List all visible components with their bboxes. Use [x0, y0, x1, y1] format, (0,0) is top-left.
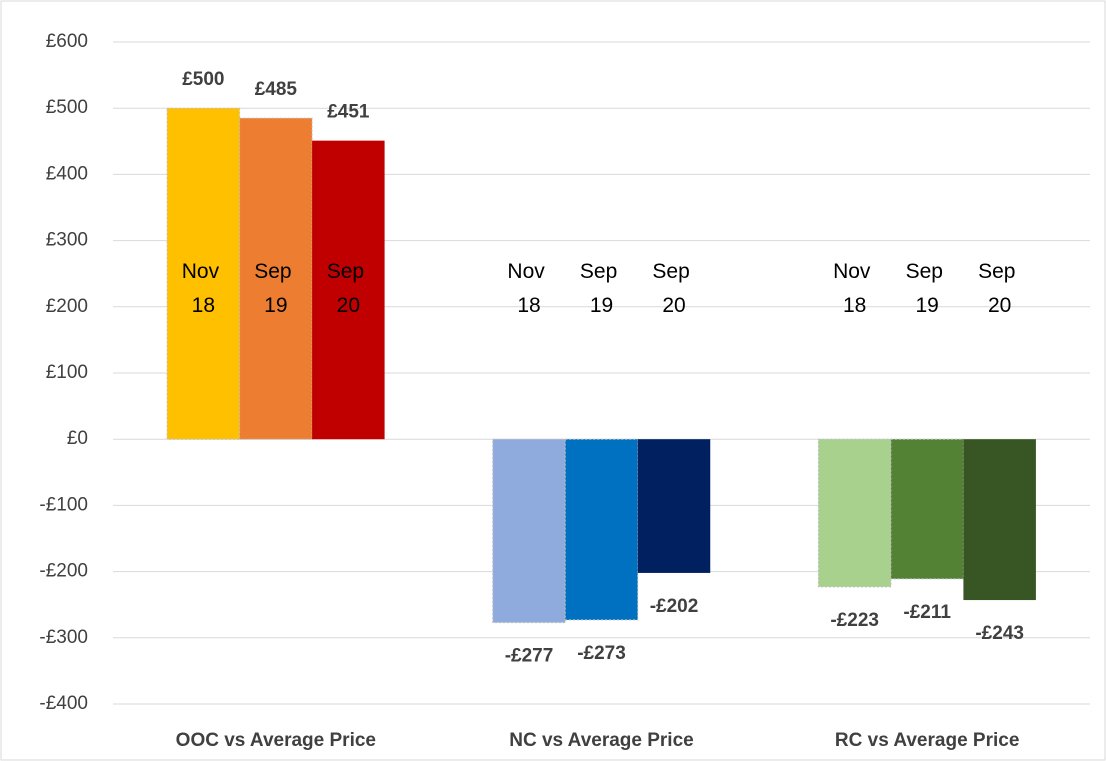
value-label: -£277 — [505, 646, 554, 667]
y-tick-label: £600 — [46, 31, 88, 52]
series-label: Sep 19 — [580, 260, 623, 317]
value-label: £500 — [182, 69, 224, 90]
y-tick-label: -£400 — [39, 693, 88, 714]
series-label: Nov 18 — [833, 260, 876, 317]
series-label: Nov 18 — [507, 260, 550, 317]
series-label: Sep 19 — [254, 260, 297, 317]
y-tick-label: £400 — [46, 163, 88, 184]
series-label: Sep 20 — [652, 260, 695, 317]
value-label: -£211 — [903, 602, 951, 623]
y-tick-label: £100 — [46, 362, 88, 383]
value-label: -£273 — [577, 643, 626, 664]
y-tick-label: -£100 — [39, 494, 88, 515]
y-tick-label: £500 — [46, 97, 88, 118]
series-label: Nov 18 — [182, 260, 225, 317]
y-tick-label: -£200 — [39, 561, 88, 582]
bar — [492, 438, 566, 624]
y-tick-label: -£300 — [39, 627, 88, 648]
bar — [890, 438, 964, 580]
y-tick-label: £300 — [46, 230, 88, 251]
bar — [312, 140, 385, 440]
value-label: -£202 — [650, 596, 699, 617]
value-label: £485 — [255, 79, 298, 100]
bar — [564, 438, 639, 621]
bar — [637, 439, 711, 573]
bar — [963, 439, 1036, 601]
x-tick-label: RC vs Average Price — [835, 730, 1019, 751]
series-label: Sep 19 — [906, 260, 949, 317]
y-tick-label: £200 — [46, 296, 88, 317]
value-label: £451 — [327, 102, 370, 123]
series-label: Sep 20 — [327, 260, 370, 317]
bar — [239, 117, 313, 440]
bar — [817, 438, 892, 588]
x-tick-label: OOC vs Average Price — [176, 730, 376, 751]
series-label: Sep 20 — [978, 260, 1021, 317]
x-tick-label: NC vs Average Price — [509, 730, 693, 751]
bar — [166, 107, 241, 440]
value-label: -£223 — [830, 610, 879, 631]
y-tick-label: £0 — [67, 428, 88, 449]
value-label: -£243 — [975, 623, 1024, 644]
